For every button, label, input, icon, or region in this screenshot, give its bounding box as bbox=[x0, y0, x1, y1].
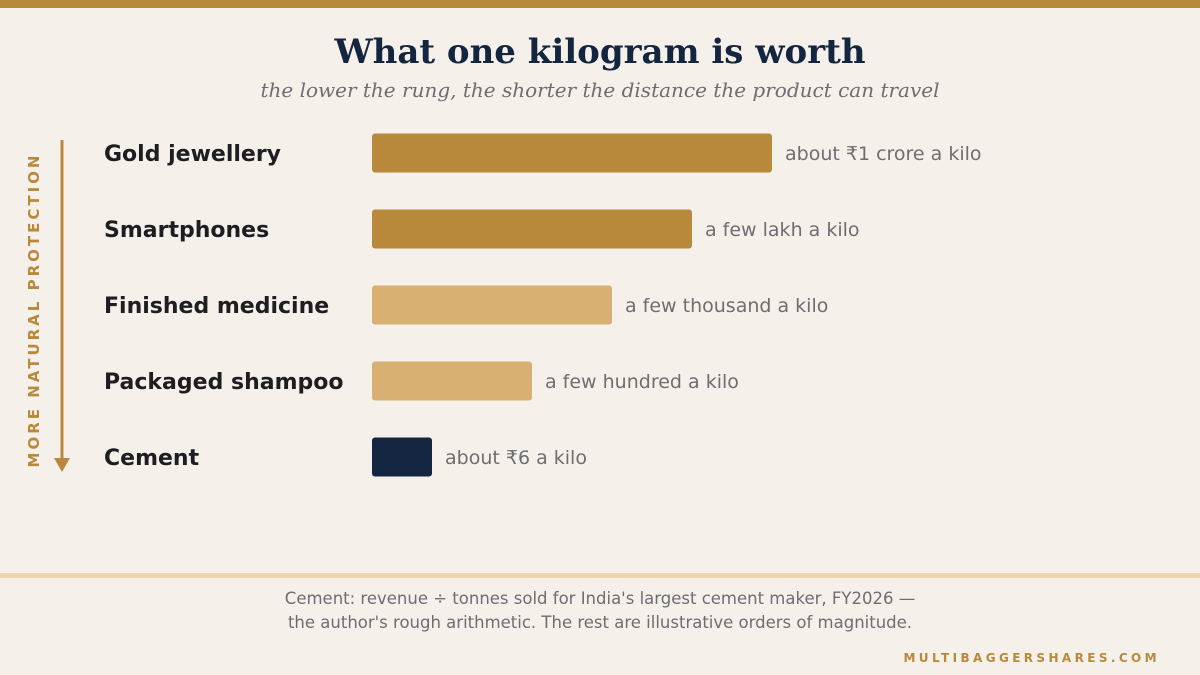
category-label: Smartphones bbox=[104, 218, 269, 243]
category-label: Gold jewellery bbox=[104, 142, 281, 167]
footnote-line-2: the author's rough arithmetic. The rest … bbox=[287, 613, 913, 632]
value-label: a few lakh a kilo bbox=[705, 219, 860, 241]
footnote-line-1: Cement: revenue ÷ tonnes sold for India'… bbox=[284, 589, 916, 608]
chart-rows: Gold jewellery about ₹1 crore a kilo Smart… bbox=[104, 133, 982, 477]
bar bbox=[372, 361, 532, 401]
category-label: Cement bbox=[104, 446, 200, 471]
top-accent-band bbox=[0, 0, 1200, 8]
category-label: Packaged shampoo bbox=[104, 370, 343, 395]
bar bbox=[372, 209, 692, 249]
protection-axis-label: MORE NATURAL PROTECTION bbox=[25, 152, 43, 468]
brand-wordmark: MULTIBAGGERSHARES.COM bbox=[903, 651, 1160, 665]
category-label: Finished medicine bbox=[104, 294, 329, 319]
value-label: a few hundred a kilo bbox=[545, 371, 739, 393]
footer-divider bbox=[0, 573, 1200, 578]
bar bbox=[372, 133, 772, 173]
value-ladder-chart: Gold jewellery about ₹1 crore a kilo Smart… bbox=[54, 133, 982, 477]
bar bbox=[372, 285, 612, 325]
value-label: about ₹1 crore a kilo bbox=[785, 143, 982, 165]
protection-arrow-head bbox=[54, 458, 70, 472]
value-label: about ₹6 a kilo bbox=[445, 447, 587, 469]
value-label: a few thousand a kilo bbox=[625, 295, 828, 317]
chart-subtitle: the lower the rung, the shorter the dist… bbox=[260, 78, 940, 102]
source-footnote: Cement: revenue ÷ tonnes sold for India'… bbox=[0, 587, 1200, 635]
bar bbox=[372, 437, 432, 477]
chart-title: What one kilogram is worth bbox=[334, 32, 866, 72]
